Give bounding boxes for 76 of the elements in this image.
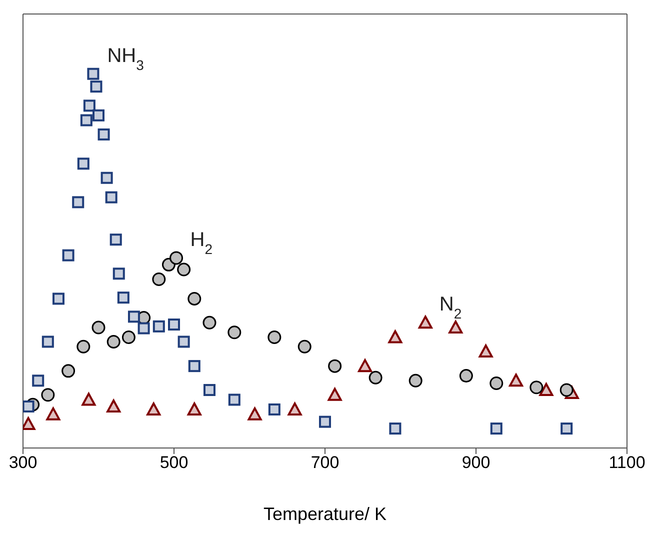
series-label: H$_{2}$: [190, 228, 213, 257]
point: [92, 109, 104, 122]
point: [112, 268, 125, 280]
point: [228, 394, 240, 406]
point: [106, 334, 120, 348]
point: [248, 407, 262, 420]
point: [530, 380, 544, 394]
point: [188, 360, 200, 372]
x-tick-label: 700: [310, 453, 340, 472]
point: [42, 336, 54, 348]
point: [358, 359, 372, 372]
point: [72, 196, 84, 208]
point: [128, 310, 140, 323]
point: [80, 114, 92, 126]
point: [168, 318, 180, 331]
point: [408, 374, 422, 388]
x-tick-label: 1100: [608, 453, 646, 472]
point: [87, 68, 100, 80]
point: [178, 336, 190, 348]
point: [187, 402, 202, 416]
x-axis-title: Temperature/ K: [263, 504, 387, 524]
point: [298, 340, 312, 354]
point: [62, 364, 76, 378]
point: [62, 249, 74, 262]
point: [146, 402, 161, 416]
point: [490, 376, 504, 390]
point: [77, 158, 90, 170]
point: [319, 416, 331, 428]
point: [117, 292, 130, 304]
point: [152, 320, 165, 332]
series-label: N$_{2}$: [439, 294, 462, 322]
series-label: NH$_{3}$: [107, 44, 144, 73]
point: [92, 320, 106, 334]
point: [228, 326, 242, 340]
point: [110, 234, 122, 246]
point: [41, 388, 55, 402]
point: [106, 399, 121, 412]
point: [418, 316, 432, 329]
point: [459, 369, 473, 383]
point: [46, 407, 60, 420]
x-tick-label: 500: [160, 453, 188, 472]
x-tick-label: 900: [462, 453, 490, 472]
point: [82, 392, 96, 406]
point: [560, 383, 574, 397]
point: [32, 374, 44, 387]
point: [138, 322, 150, 334]
point: [122, 330, 136, 344]
point: [389, 422, 402, 435]
point: [328, 388, 342, 401]
point: [560, 422, 573, 435]
point: [368, 370, 382, 384]
x-tick-label: 300: [8, 453, 38, 472]
point: [388, 330, 402, 344]
point: [268, 330, 282, 344]
point: [152, 272, 166, 286]
point: [328, 359, 342, 373]
point: [268, 403, 280, 416]
point: [490, 422, 502, 435]
point: [177, 262, 191, 276]
point: [170, 251, 184, 265]
point: [203, 384, 216, 396]
point: [23, 400, 34, 412]
point: [188, 292, 202, 306]
point: [100, 172, 113, 184]
point: [83, 100, 96, 112]
point: [448, 320, 463, 334]
point: [509, 374, 524, 387]
point: [105, 191, 118, 204]
point: [539, 383, 554, 396]
point: [76, 340, 90, 354]
point: [288, 402, 302, 416]
point: [202, 316, 216, 330]
point: [478, 344, 493, 358]
point: [90, 80, 102, 93]
point: [52, 292, 64, 305]
point: [98, 128, 110, 140]
